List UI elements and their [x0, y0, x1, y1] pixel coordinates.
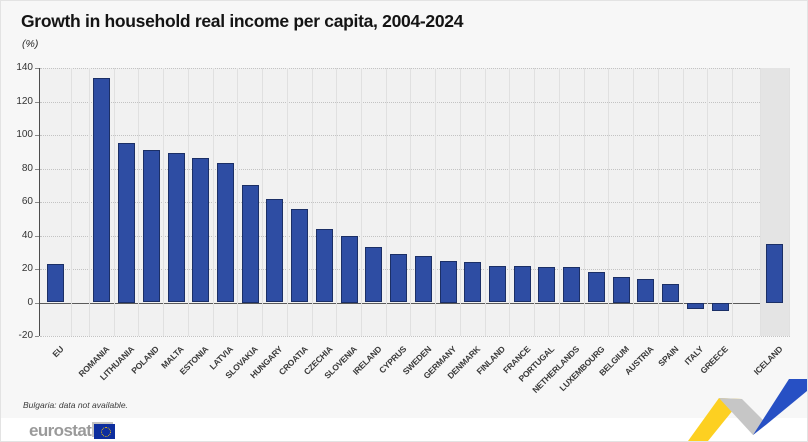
y-axis-label: 0	[27, 296, 33, 308]
column-poland	[139, 68, 165, 336]
bar-france	[513, 265, 531, 303]
footnote: Bulgaria: data not available.	[23, 400, 128, 410]
bar-slovenia	[340, 235, 358, 303]
bar-eu	[47, 263, 64, 303]
column-belgium	[609, 68, 635, 336]
bar-germany	[439, 260, 457, 303]
gridline	[40, 336, 790, 337]
column-italy	[684, 68, 709, 336]
column-iceland	[760, 68, 790, 336]
bar-czechia	[315, 228, 333, 303]
bar-netherlands	[563, 267, 581, 303]
bar-greece	[711, 302, 729, 311]
column-croatia	[288, 68, 313, 336]
eu-stars-icon	[100, 427, 111, 437]
bar-sweden	[414, 255, 432, 303]
ribbon-yellow-stripe	[688, 398, 742, 441]
y-axis-tick	[35, 168, 39, 170]
y-axis-tick	[35, 135, 39, 136]
ribbon-blue-stripe	[753, 379, 807, 435]
column-estonia	[189, 68, 214, 336]
y-axis-label: 80	[21, 162, 33, 174]
column-malta	[164, 68, 189, 336]
y-axis-tick	[35, 202, 39, 203]
y-axis-label: 40	[21, 229, 33, 241]
bar-finland	[489, 265, 507, 303]
column-denmark	[461, 68, 486, 336]
y-axis-label: 20	[21, 263, 33, 274]
y-axis-tick	[35, 269, 39, 270]
bar-estonia	[192, 158, 210, 303]
column-spacer	[72, 68, 90, 336]
gridline	[40, 168, 790, 170]
bar-hungary	[266, 198, 284, 303]
y-axis-tick	[35, 336, 39, 337]
decorative-ribbon-icon	[688, 379, 807, 441]
column-slovenia	[337, 68, 363, 336]
column-slovakia	[238, 68, 264, 336]
column-netherlands	[560, 68, 585, 336]
zero-line	[40, 302, 790, 304]
column-spacer	[733, 68, 761, 336]
chart-unit-label: (%)	[22, 38, 39, 50]
eurostat-logo: eurostat	[29, 420, 116, 441]
y-axis-label: -20	[18, 330, 33, 341]
column-czechia	[313, 68, 338, 336]
bar-denmark	[464, 262, 482, 303]
bar-latvia	[217, 163, 234, 303]
y-axis-label: 120	[16, 95, 33, 107]
column-eu	[40, 68, 72, 336]
gridline	[40, 101, 790, 103]
column-greece	[708, 68, 733, 336]
column-france	[510, 68, 536, 336]
y-axis-tick	[35, 68, 39, 69]
bar-ireland	[365, 247, 383, 303]
column-finland	[486, 68, 511, 336]
gridline	[40, 235, 790, 237]
gridline	[40, 202, 790, 203]
y-axis-label: 60	[21, 196, 33, 207]
column-spain	[659, 68, 684, 336]
column-sweden	[411, 68, 437, 336]
bar-austria	[637, 279, 655, 303]
column-austria	[634, 68, 659, 336]
bar-spain	[662, 284, 680, 303]
column-portugal	[535, 68, 560, 336]
y-axis-tick	[35, 101, 39, 103]
bar-croatia	[291, 208, 309, 303]
bar-lithuania	[118, 143, 136, 303]
column-romania	[90, 68, 115, 336]
bar-luxembourg	[587, 272, 605, 303]
column-cyprus	[387, 68, 412, 336]
plot-area	[39, 68, 790, 337]
chart-title: Growth in household real income per capi…	[21, 11, 464, 31]
eurostat-logo-text: eurostat	[29, 421, 92, 440]
column-ireland	[362, 68, 387, 336]
y-axis-tick	[35, 302, 39, 304]
bar-malta	[167, 153, 185, 303]
bar-cyprus	[390, 253, 408, 303]
footer-strip	[1, 418, 807, 441]
y-axis-tick	[35, 235, 39, 237]
column-lithuania	[115, 68, 140, 336]
bar-portugal	[538, 267, 556, 303]
column-luxembourg	[585, 68, 610, 336]
gridline	[40, 68, 790, 69]
y-axis-label: 140	[16, 62, 33, 73]
bar-romania	[93, 78, 111, 303]
gridline	[40, 135, 790, 136]
ribbon-gray-fold	[719, 398, 767, 435]
y-axis-label: 100	[16, 129, 33, 140]
bar-italy	[686, 302, 704, 310]
bar-iceland	[766, 243, 784, 303]
column-germany	[436, 68, 461, 336]
bar-slovakia	[241, 185, 259, 303]
bar-poland	[142, 150, 160, 303]
column-latvia	[214, 68, 239, 336]
column-hungary	[263, 68, 288, 336]
eu-flag-icon	[94, 423, 116, 439]
bar-belgium	[612, 277, 630, 303]
